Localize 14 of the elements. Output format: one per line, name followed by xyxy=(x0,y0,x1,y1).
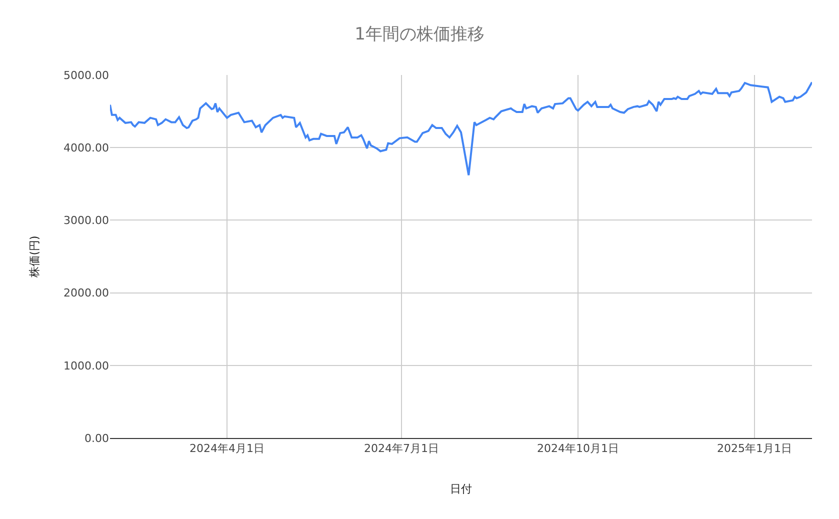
y-tick-label: 2000.00 xyxy=(64,286,109,300)
x-tick-label: 2024年4月1日 xyxy=(190,442,264,456)
x-tick-label: 2025年1月1日 xyxy=(716,442,792,456)
y-tick-label: 5000.00 xyxy=(64,68,109,82)
y-tick-label: 1000.00 xyxy=(64,359,109,372)
x-tick-label: 2024年7月1日 xyxy=(364,442,440,456)
x-tick-label: 2024年10月1日 xyxy=(537,442,619,456)
y-tick-label: 3000.00 xyxy=(64,214,109,228)
y-tick-label: 4000.00 xyxy=(64,141,109,154)
chart-title: 1年間の株価推移 xyxy=(354,24,484,45)
x-axis-title: 日付 xyxy=(450,482,472,496)
y-tick-label: 0.00 xyxy=(84,432,109,445)
line-series xyxy=(110,81,812,176)
y-axis-title: 株価(円) xyxy=(28,236,42,278)
